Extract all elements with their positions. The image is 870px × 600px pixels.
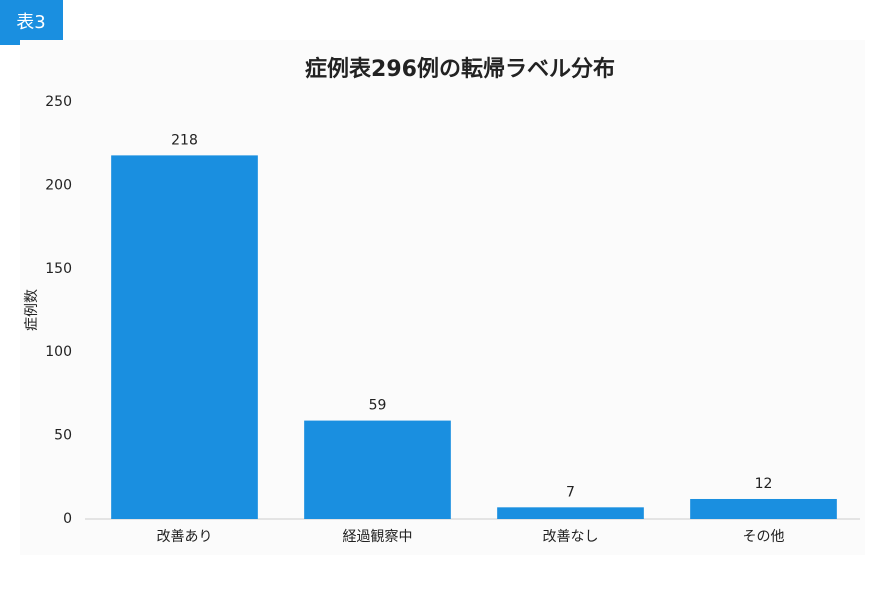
y-tick-label: 250 — [45, 94, 72, 110]
x-tick-label: 改善あり — [157, 529, 213, 545]
value-label: 7 — [566, 484, 575, 500]
badge — [0, 0, 63, 45]
x-tick-label: 改善なし — [543, 529, 599, 545]
value-label: 12 — [755, 476, 773, 492]
bar — [111, 155, 258, 519]
y-tick-label: 150 — [45, 261, 72, 277]
bar — [304, 420, 451, 519]
x-tick-label: 経過観察中 — [343, 528, 413, 545]
y-axis-label: 症例数 — [24, 289, 40, 331]
y-tick-label: 100 — [45, 344, 72, 360]
value-label: 218 — [171, 132, 198, 148]
y-tick-label: 0 — [63, 511, 72, 527]
value-label: 59 — [369, 398, 387, 414]
badge-text: 表3 — [16, 12, 45, 33]
x-tick-label: その他 — [743, 529, 785, 545]
chart-title: 症例表296例の転帰ラベル分布 — [305, 56, 615, 82]
bar — [690, 498, 837, 519]
y-tick-label: 200 — [45, 177, 72, 193]
y-tick-label: 50 — [54, 428, 72, 444]
bar — [497, 507, 644, 519]
